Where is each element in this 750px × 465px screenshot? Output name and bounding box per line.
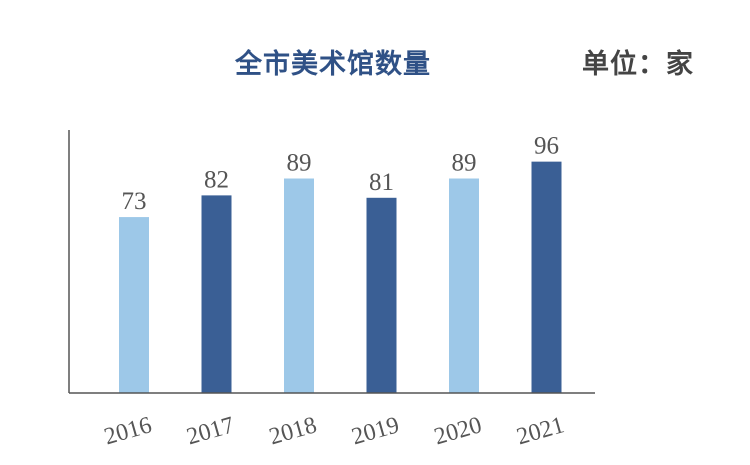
bar-2017	[201, 195, 232, 393]
value-label-2021: 96	[534, 133, 559, 160]
x-tick-label-2018: 2018	[266, 412, 319, 450]
x-tick-label-2019: 2019	[349, 412, 402, 450]
unit-label: 单位：家	[582, 49, 694, 80]
x-tick-label-2017: 2017	[184, 412, 237, 450]
value-label-2020: 89	[452, 150, 477, 177]
bars-group	[119, 161, 562, 393]
bar-2018	[284, 178, 314, 393]
chart-title: 全市美术馆数量	[235, 49, 431, 80]
value-labels-group: 73 82 89 81 89 96	[122, 133, 560, 215]
bar-2016	[119, 217, 149, 393]
x-tick-labels-group: 2016 2017 2018 2019 2020 2021	[101, 412, 567, 450]
bar-2021	[531, 161, 562, 393]
x-tick-label-2016: 2016	[101, 412, 154, 450]
x-tick-label-2021: 2021	[514, 412, 567, 450]
value-label-2016: 73	[122, 188, 147, 215]
bar-2020	[449, 178, 479, 393]
x-tick-label-2020: 2020	[431, 412, 484, 450]
bar-2019	[366, 197, 397, 393]
value-label-2017: 82	[204, 166, 229, 193]
value-label-2018: 89	[287, 150, 312, 177]
value-label-2019: 81	[369, 169, 394, 196]
